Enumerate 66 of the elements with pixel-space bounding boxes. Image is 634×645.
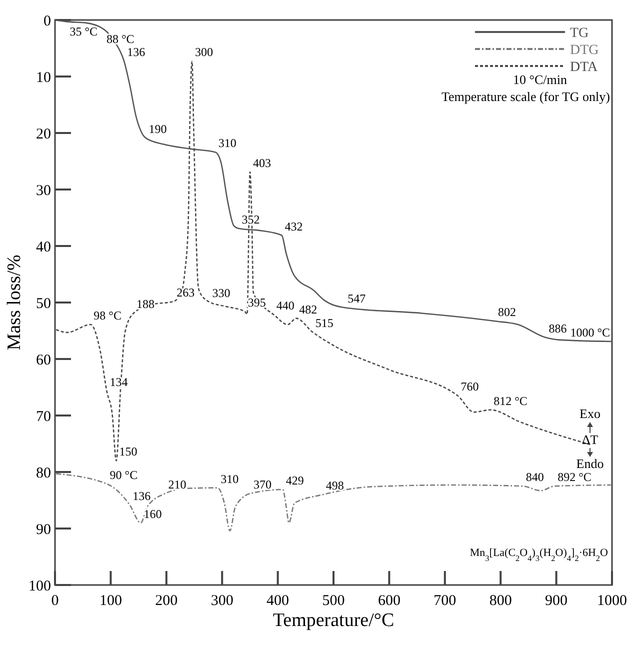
annotation: 1000 °C	[570, 325, 610, 340]
annotation: 150	[119, 444, 138, 459]
x-axis-title: Temperature/°C	[272, 610, 394, 631]
y-tick-label: 70	[36, 408, 51, 425]
annotation: 482	[299, 302, 318, 316]
y-tick-label: 40	[36, 239, 51, 256]
x-tick-label: 800	[489, 593, 512, 609]
annotation: 330	[212, 286, 230, 300]
annotation: 886	[548, 322, 567, 336]
x-tick-label: 700	[434, 593, 456, 609]
annotation: 440	[276, 298, 294, 312]
x-tick-label: 500	[322, 593, 345, 609]
y-tick-label: 0	[44, 13, 51, 30]
annotation: 352	[242, 212, 260, 226]
annotation: 310	[220, 472, 239, 486]
x-tick-label: 400	[266, 593, 290, 609]
x-tick-label: 100	[99, 593, 122, 609]
y-axis-title: Mass loss/%	[4, 254, 25, 350]
annotation: 403	[252, 156, 271, 170]
annotation: 188	[136, 297, 155, 312]
y-tick-label: 50	[36, 296, 51, 312]
x-tick-label: 300	[210, 593, 234, 609]
annotation: 547	[348, 292, 366, 306]
annotation: 190	[148, 122, 167, 136]
annotation: 498	[326, 478, 344, 493]
annotation: 90 °C	[110, 468, 138, 482]
text: Mn$_{3}$[La(C$_{2}$O$_{4}$)$_{3}$(H$_{2}$O)$_{4}$]$_{2}$·6H$_{2}$O	[470, 547, 608, 562]
annotation: Temperature scale (for TG only)	[442, 89, 610, 104]
text: TG	[570, 26, 589, 41]
annotation: 98 °C	[94, 308, 122, 323]
annotation: ΔT	[582, 432, 598, 447]
annotation: 10 °C/min	[513, 72, 568, 87]
annotation: 395	[248, 296, 266, 310]
annotation: 35 °C	[70, 24, 98, 39]
text: DTG	[570, 42, 599, 58]
annotation: 263	[176, 285, 195, 300]
y-tick-label: 20	[36, 126, 51, 142]
text: DTA	[570, 60, 599, 75]
annotation: 812 °C	[494, 394, 528, 408]
annotation: 300	[195, 45, 214, 60]
y-tick-label: 80	[36, 465, 51, 482]
annotation: Endo	[576, 456, 604, 471]
x-tick-label: 200	[155, 593, 178, 609]
y-tick-label: 10	[36, 70, 51, 86]
annotation: 370	[254, 477, 272, 492]
annotation: 515	[315, 316, 334, 330]
annotation: 160	[144, 506, 162, 521]
x-tick-label: 900	[545, 593, 568, 609]
annotation: 136	[127, 45, 146, 60]
y-tick-label: 90	[36, 522, 51, 538]
annotation: 210	[168, 477, 186, 492]
annotation: Exo	[580, 406, 600, 421]
annotation: 429	[286, 474, 304, 488]
y-tick-label: 100	[28, 578, 51, 594]
annotation: 760	[460, 380, 479, 394]
annotation: 840	[526, 470, 544, 484]
x-tick-label: 600	[378, 593, 400, 609]
x-tick-label: 1000	[597, 593, 627, 609]
annotation: 136	[132, 488, 151, 503]
annotation: 892 °C	[558, 470, 592, 484]
annotation: 802	[498, 305, 516, 320]
y-tick-label: 60	[36, 352, 51, 368]
annotation: 310	[218, 136, 236, 150]
annotation: 432	[284, 219, 303, 234]
annotation: 134	[110, 375, 128, 390]
y-tick-label: 30	[36, 182, 51, 199]
